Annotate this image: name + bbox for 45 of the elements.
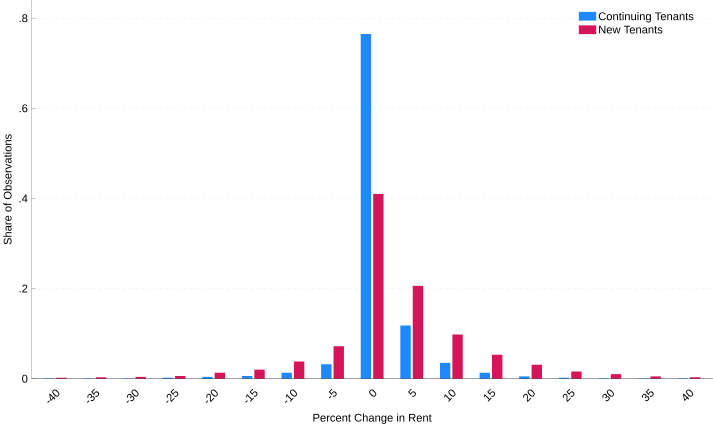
y-tick-label: .6 xyxy=(20,104,28,112)
bar xyxy=(214,372,226,379)
x-tick-label: 20 xyxy=(523,389,535,402)
bar xyxy=(282,372,292,379)
x-tick-label: -30 xyxy=(126,389,139,403)
x-tick-label: -35 xyxy=(86,388,100,403)
y-axis-title: Share of Observations xyxy=(3,134,12,244)
y-tick-label: .8 xyxy=(20,14,28,22)
x-axis-title: Percent Change in Rent xyxy=(313,413,432,424)
x-tick-label: 30 xyxy=(602,389,614,402)
bar xyxy=(321,364,332,379)
x-tick-label: 25 xyxy=(562,388,574,402)
x-tick-label: -25 xyxy=(166,388,178,403)
bar xyxy=(400,325,411,379)
x-tick-label: 5 xyxy=(408,388,416,397)
x-tick-label: 0 xyxy=(369,389,376,397)
bar xyxy=(532,364,542,379)
x-tick-label: 40 xyxy=(683,389,694,401)
bar xyxy=(254,370,265,379)
bar xyxy=(571,371,582,379)
y-tick-label: 0 xyxy=(22,374,28,382)
y-tick-label: .4 xyxy=(20,194,28,202)
x-tick-label: -10 xyxy=(284,389,298,403)
bar xyxy=(334,346,344,379)
bar xyxy=(373,194,384,379)
legend-label: Continuing Tenants xyxy=(598,12,694,22)
x-tick-label: -15 xyxy=(245,388,258,403)
y-tick-label: .2 xyxy=(20,284,28,292)
x-tick-label: 15 xyxy=(484,388,496,402)
bar xyxy=(412,286,424,379)
bar xyxy=(242,376,252,379)
x-tick-label: 10 xyxy=(444,389,456,402)
x-tick-label: -40 xyxy=(47,389,60,403)
bar xyxy=(360,34,372,379)
bar xyxy=(610,374,622,379)
bar xyxy=(452,334,463,379)
bar xyxy=(175,376,186,379)
bar xyxy=(294,361,304,379)
bar xyxy=(492,354,502,379)
x-tick-label: -20 xyxy=(206,389,218,403)
legend-label: New Tenants xyxy=(599,26,662,34)
bar xyxy=(440,362,450,379)
x-tick-label: 35 xyxy=(642,388,654,402)
bar xyxy=(480,372,490,379)
x-tick-label: -5 xyxy=(328,388,337,398)
